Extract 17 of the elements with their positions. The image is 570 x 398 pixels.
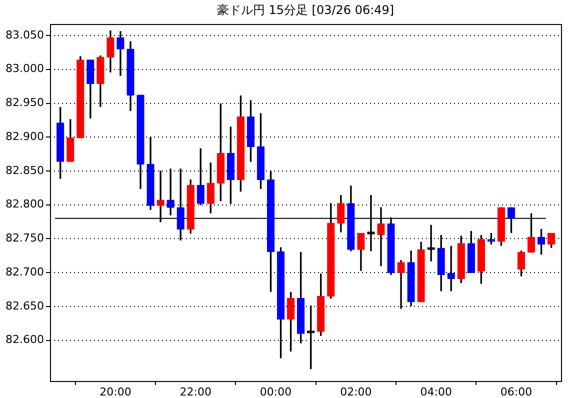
x-tick-label: 22:00 [180,385,212,398]
x-tick-label: 04:00 [420,385,452,398]
y-tick-label: 82.800 [6,198,44,211]
y-tick-label: 82.900 [6,130,44,143]
y-tick-label: 82.700 [6,265,44,278]
x-tick-label: 02:00 [340,385,372,398]
y-tick-label: 82.750 [6,232,44,245]
x-tick-label: 00:00 [260,385,292,398]
x-tick-label: 06:00 [500,385,532,398]
y-tick-label: 83.000 [6,62,44,76]
x-tick-label: 20:00 [100,385,132,398]
y-tick-label: 82.950 [6,96,44,110]
y-tick-label: 82.600 [6,333,44,346]
y-tick-label: 83.050 [6,28,44,42]
y-tick-label: 82.850 [6,164,44,177]
y-tick-label: 82.650 [6,299,44,312]
chart-title: 豪ドル円 15分足 [03/26 06:49] [216,3,394,18]
